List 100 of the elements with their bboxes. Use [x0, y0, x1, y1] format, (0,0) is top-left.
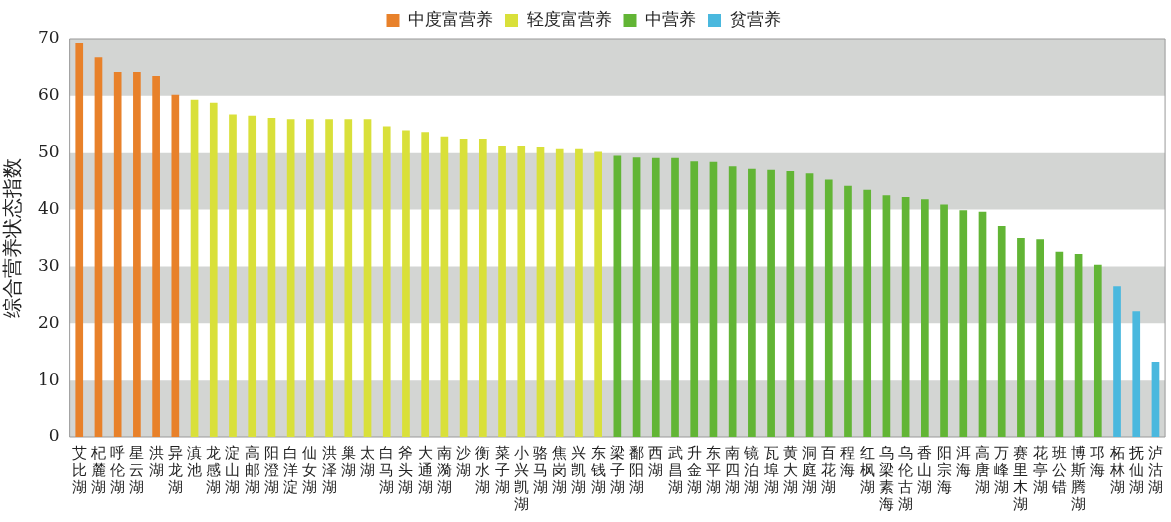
x-tick-label: 镜泊湖 — [743, 443, 760, 497]
bar — [498, 145, 506, 437]
x-tick-label: 异龙湖 — [167, 443, 183, 497]
bar — [901, 197, 910, 437]
bar — [728, 166, 737, 437]
bar — [344, 119, 353, 437]
x-tick-label: 洪泽湖 — [321, 443, 337, 497]
bar — [978, 211, 987, 437]
x-tick-label: 大通湖 — [417, 443, 433, 497]
bar — [536, 147, 545, 437]
x-tick-label: 高邮湖 — [244, 443, 260, 497]
x-tick-label: 博斯腾湖 — [1071, 443, 1087, 514]
x-tick-label: 焦岗湖 — [552, 443, 568, 497]
x-tick-label: 班公错 — [1050, 443, 1067, 497]
x-tick-label: 武昌湖 — [667, 443, 683, 497]
bar — [1132, 311, 1141, 437]
y-tick-label: 20 — [37, 311, 60, 332]
x-tick-label: 阳澄湖 — [263, 443, 279, 497]
bar — [940, 204, 948, 437]
x-tick-label: 梁子湖 — [609, 443, 625, 497]
x-tick-label: 南漪湖 — [436, 443, 452, 497]
x-tick-label: 南四湖 — [725, 443, 741, 497]
bar — [1036, 239, 1044, 437]
bar — [921, 199, 929, 437]
bar — [690, 161, 699, 437]
bar — [786, 170, 795, 437]
x-tick-label: 程海 — [840, 443, 856, 479]
x-tick-label: 小兴凯湖 — [513, 443, 529, 514]
x-tick-label: 白洋淀 — [283, 443, 299, 497]
bar — [613, 155, 622, 437]
bar — [306, 119, 314, 437]
bar — [748, 168, 756, 437]
y-tick-label: 0 — [48, 425, 60, 446]
bar — [1055, 251, 1064, 437]
bar — [190, 99, 199, 437]
bar — [209, 102, 218, 437]
x-tick-label: 红枫湖 — [859, 443, 875, 497]
x-tick-label: 百花湖 — [821, 443, 837, 497]
x-tick-label: 龙感湖 — [206, 443, 222, 497]
x-tick-label: 高唐湖 — [975, 443, 990, 497]
bar — [267, 118, 276, 437]
y-tick-label: 50 — [37, 141, 60, 162]
x-tick-label: 巢湖 — [340, 443, 356, 479]
x-tick-label: 兴凯湖 — [571, 443, 587, 497]
bar — [805, 173, 814, 437]
x-tick-label: 滇池 — [187, 443, 203, 479]
x-tick-label: 抚仙湖 — [1127, 443, 1144, 497]
x-tick-label: 白马湖 — [379, 443, 395, 497]
x-tick-label: 淀山湖 — [225, 443, 241, 497]
bar — [94, 57, 103, 437]
bar — [325, 119, 333, 437]
x-tick-label: 杞麓湖 — [89, 443, 106, 497]
x-tick-label: 洪湖 — [148, 443, 164, 479]
bar — [1017, 238, 1025, 437]
x-tick-label: 艾比湖 — [71, 443, 87, 497]
x-tick-label: 升金湖 — [686, 443, 702, 497]
x-tick-label: 鄱阳湖 — [629, 443, 645, 497]
y-tick-label: 30 — [37, 254, 60, 275]
x-tick-label: 黄大湖 — [782, 443, 798, 497]
legend-label: 轻度富营养 — [526, 8, 612, 29]
bar — [478, 139, 487, 437]
x-tick-label: 香山湖 — [917, 443, 933, 497]
x-tick-label: 乌梁素海 — [878, 443, 894, 514]
bar — [1093, 264, 1102, 437]
bar — [863, 189, 872, 437]
x-tick-label: 乌伦古湖 — [898, 443, 914, 514]
legend-label: 中营养 — [645, 8, 696, 29]
x-tick-label: 菜子湖 — [494, 443, 510, 497]
x-tick-label: 洞庭湖 — [802, 443, 818, 497]
bar — [555, 148, 564, 437]
x-tick-label: 邛海 — [1090, 443, 1106, 479]
bar — [575, 148, 583, 437]
x-tick-label: 赛里木湖 — [1013, 443, 1029, 514]
x-tick-label: 沙湖 — [456, 443, 472, 479]
bar — [133, 71, 141, 437]
x-tick-label: 呼伦湖 — [110, 443, 126, 497]
bar — [767, 169, 775, 437]
x-tick-label: 太湖 — [360, 443, 376, 479]
bar — [152, 75, 160, 437]
bar — [113, 71, 122, 437]
x-tick-label: 东平湖 — [705, 443, 721, 497]
bar — [75, 42, 84, 437]
bar — [402, 130, 410, 437]
bar — [882, 195, 891, 437]
y-tick-label: 60 — [37, 84, 60, 105]
bar — [1151, 361, 1160, 437]
x-tick-label: 泸沽湖 — [1147, 443, 1163, 497]
bar — [229, 114, 237, 437]
bar — [632, 157, 641, 437]
x-tick-label: 骆马湖 — [532, 443, 548, 497]
x-tick-label: 阳宗海 — [936, 443, 952, 497]
bar — [997, 226, 1006, 437]
bar — [171, 94, 180, 437]
bar — [671, 157, 679, 437]
y-tick-label: 10 — [37, 368, 60, 389]
y-axis-title: 综合营养状态指数 — [0, 158, 25, 318]
y-tick-label: 40 — [37, 197, 60, 218]
bar — [1074, 253, 1083, 437]
bar — [248, 115, 257, 437]
bar — [382, 126, 391, 437]
